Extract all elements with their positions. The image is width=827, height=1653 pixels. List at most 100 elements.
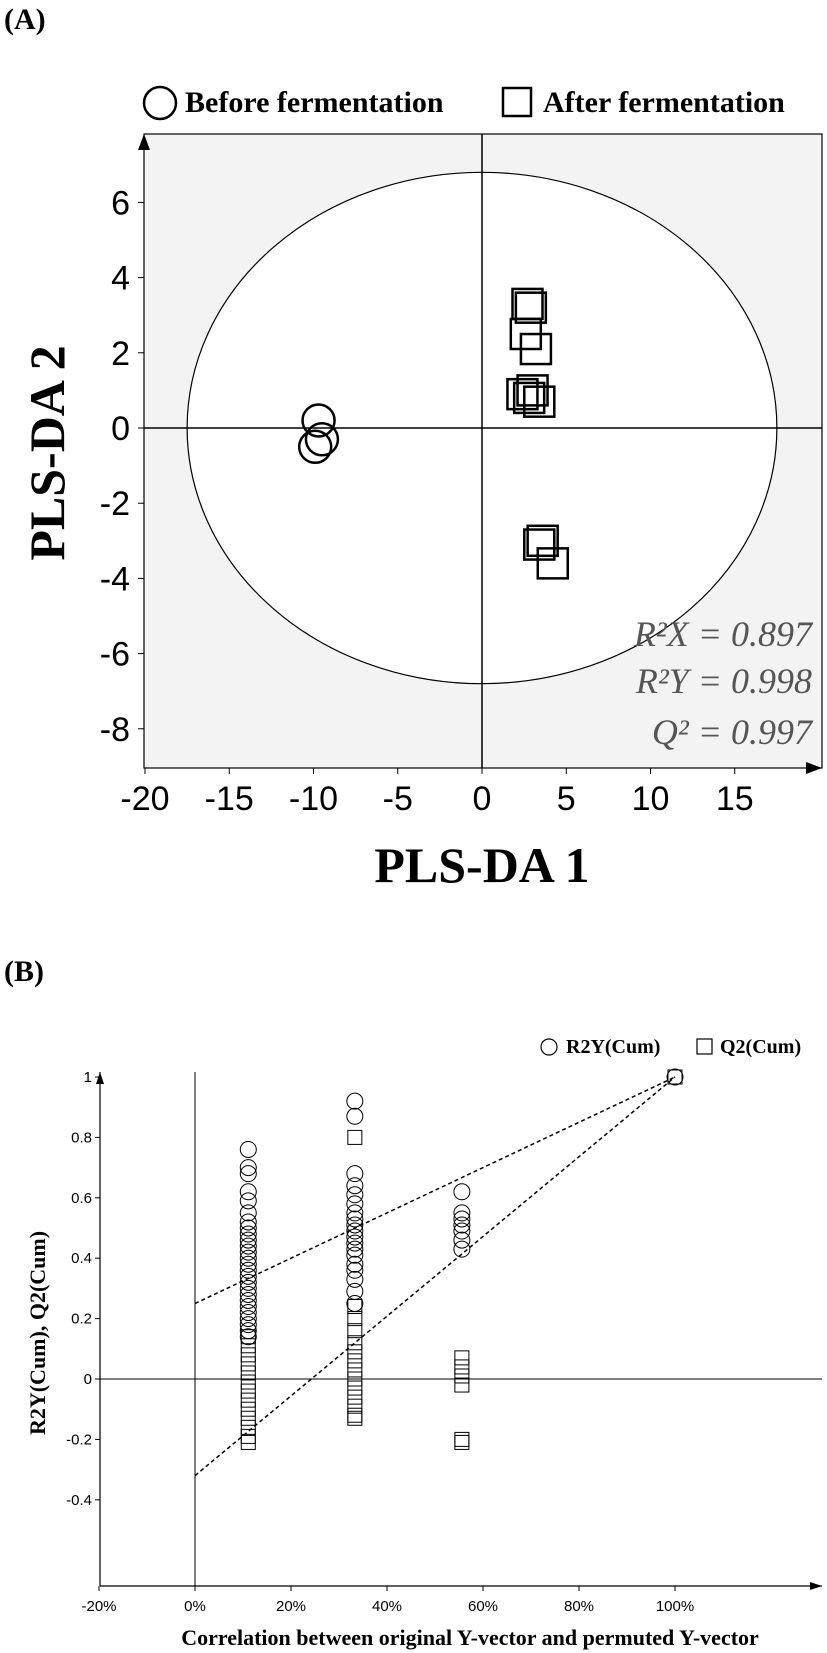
r2y-point [239,1165,257,1183]
y-tick-label: 0 [84,1371,92,1388]
y-tick-label: 0.6 [71,1190,92,1207]
q2-point [347,1299,363,1315]
r2y-point [239,1298,257,1316]
r2y-point [239,1261,257,1279]
q2-point [667,1069,683,1085]
y-tick-label: -2 [100,485,130,523]
panel-b-regression-lines [194,1076,676,1477]
x-tick-label: -15 [205,780,254,818]
r2y-point [239,1204,257,1222]
r2y-point [346,1186,364,1204]
q2-point [347,1129,363,1145]
y-tick-label: -0.4 [66,1492,92,1509]
q2-point [240,1401,256,1417]
y-tick-label: -6 [100,636,130,674]
r2y-point [453,1204,471,1222]
y-tick-label: -0.2 [66,1431,92,1448]
after-fermentation-point [516,374,549,407]
r2y-point [239,1213,257,1231]
legend-circle-marker [142,85,178,121]
y-axis-arrow [138,134,150,150]
q2-point [240,1338,256,1354]
panel-a-y-axis-label: PLS-DA 2 [19,345,75,560]
q2-point [454,1350,470,1366]
y-tick-label: 6 [111,184,130,222]
q2-point [240,1347,256,1363]
r2y-point [453,1210,471,1228]
r2y-point [239,1231,257,1249]
before-fermentation-point [304,422,340,457]
q2-point [240,1434,256,1450]
r2y-point [346,1240,364,1258]
y-tick-label: 4 [111,260,130,298]
r2y-point [239,1328,257,1346]
x-tick-label: -20 [120,780,169,818]
r2y-point [453,1240,471,1258]
r2y-point [239,1310,257,1328]
r2y-point [239,1183,257,1201]
x-tick-label: 80% [564,1598,594,1615]
r2y-point [239,1140,257,1158]
stat-r2x: R²X = 0.897 [633,614,814,654]
panel-b-y-axis-label: R2Y(Cum), Q2(Cum) [25,1231,50,1435]
y-tick-label: 1 [84,1069,92,1086]
q2-point [240,1383,256,1399]
r2y-point [346,1092,364,1110]
r2y-point [239,1225,257,1243]
r2y-point [453,1183,471,1201]
q2-point [240,1356,256,1372]
r2y-point [346,1195,364,1213]
y-tick-label: 0.2 [71,1311,92,1328]
q2-point [347,1407,363,1423]
panel-b-x-axis-arrow [810,1582,822,1590]
after-fermentation-point [536,547,570,580]
q2-point [347,1398,363,1414]
r2y-point [346,1261,364,1279]
x-tick-label: 0% [184,1598,206,1615]
after-fermentation-point [523,528,556,561]
stat-r2y: R²Y = 0.998 [635,661,812,701]
r2y-point [239,1291,257,1309]
r2y-point [346,1222,364,1240]
q2-point [240,1374,256,1390]
q2-point [240,1419,256,1435]
r2y-point [239,1237,257,1255]
legend-label-r2y: R2Y(Cum) [566,1036,660,1058]
after-fermentation-point [514,291,548,324]
x-tick-label: 20% [276,1598,306,1615]
legend-r2y-marker [540,1038,558,1056]
r2y-point [346,1282,364,1300]
panel-a-x-axis-label: PLS-DA 1 [374,837,589,893]
y-tick-label: 0.4 [71,1250,92,1267]
x-tick-label: 0 [473,780,492,818]
after-fermentation-point [512,381,546,415]
r2y-point [453,1216,471,1234]
legend-label-q2: Q2(Cum) [720,1036,801,1058]
panel-b-legend: R2Y(Cum) Q2(Cum) [540,1036,801,1058]
y-tick-label: -8 [100,711,130,749]
r2y-point [239,1243,257,1261]
r2y-point [239,1219,257,1237]
q2-point [240,1410,256,1426]
q2-point [347,1344,363,1360]
q2-point [347,1335,363,1351]
panel-a-statistics: R²X = 0.897 R²Y = 0.998 Q² = 0.997 [633,614,814,752]
after-fermentation-point [526,524,559,558]
after-fermentation-point [506,377,539,411]
q2-point [454,1434,470,1450]
panel-b-ticks: -20% 0% 20% 40% 60% 80% 100% -0.4 -0.2 0 0.2 0.4 0.6… [66,1069,694,1615]
r2y-point [239,1316,257,1334]
r2y-point [346,1270,364,1288]
before-fermentation-point [297,429,333,465]
r2y-point [346,1234,364,1252]
after-fermentation-point [523,385,556,418]
x-tick-label: -10 [289,780,338,818]
x-axis-arrow [806,762,822,774]
r2y-point [346,1216,364,1234]
x-tick-label: 100% [656,1598,694,1615]
x-tick-label: 40% [372,1598,402,1615]
legend-label-before: Before fermentation [185,86,444,119]
r2y-point [346,1255,364,1273]
panel-b-points [239,1068,684,1450]
